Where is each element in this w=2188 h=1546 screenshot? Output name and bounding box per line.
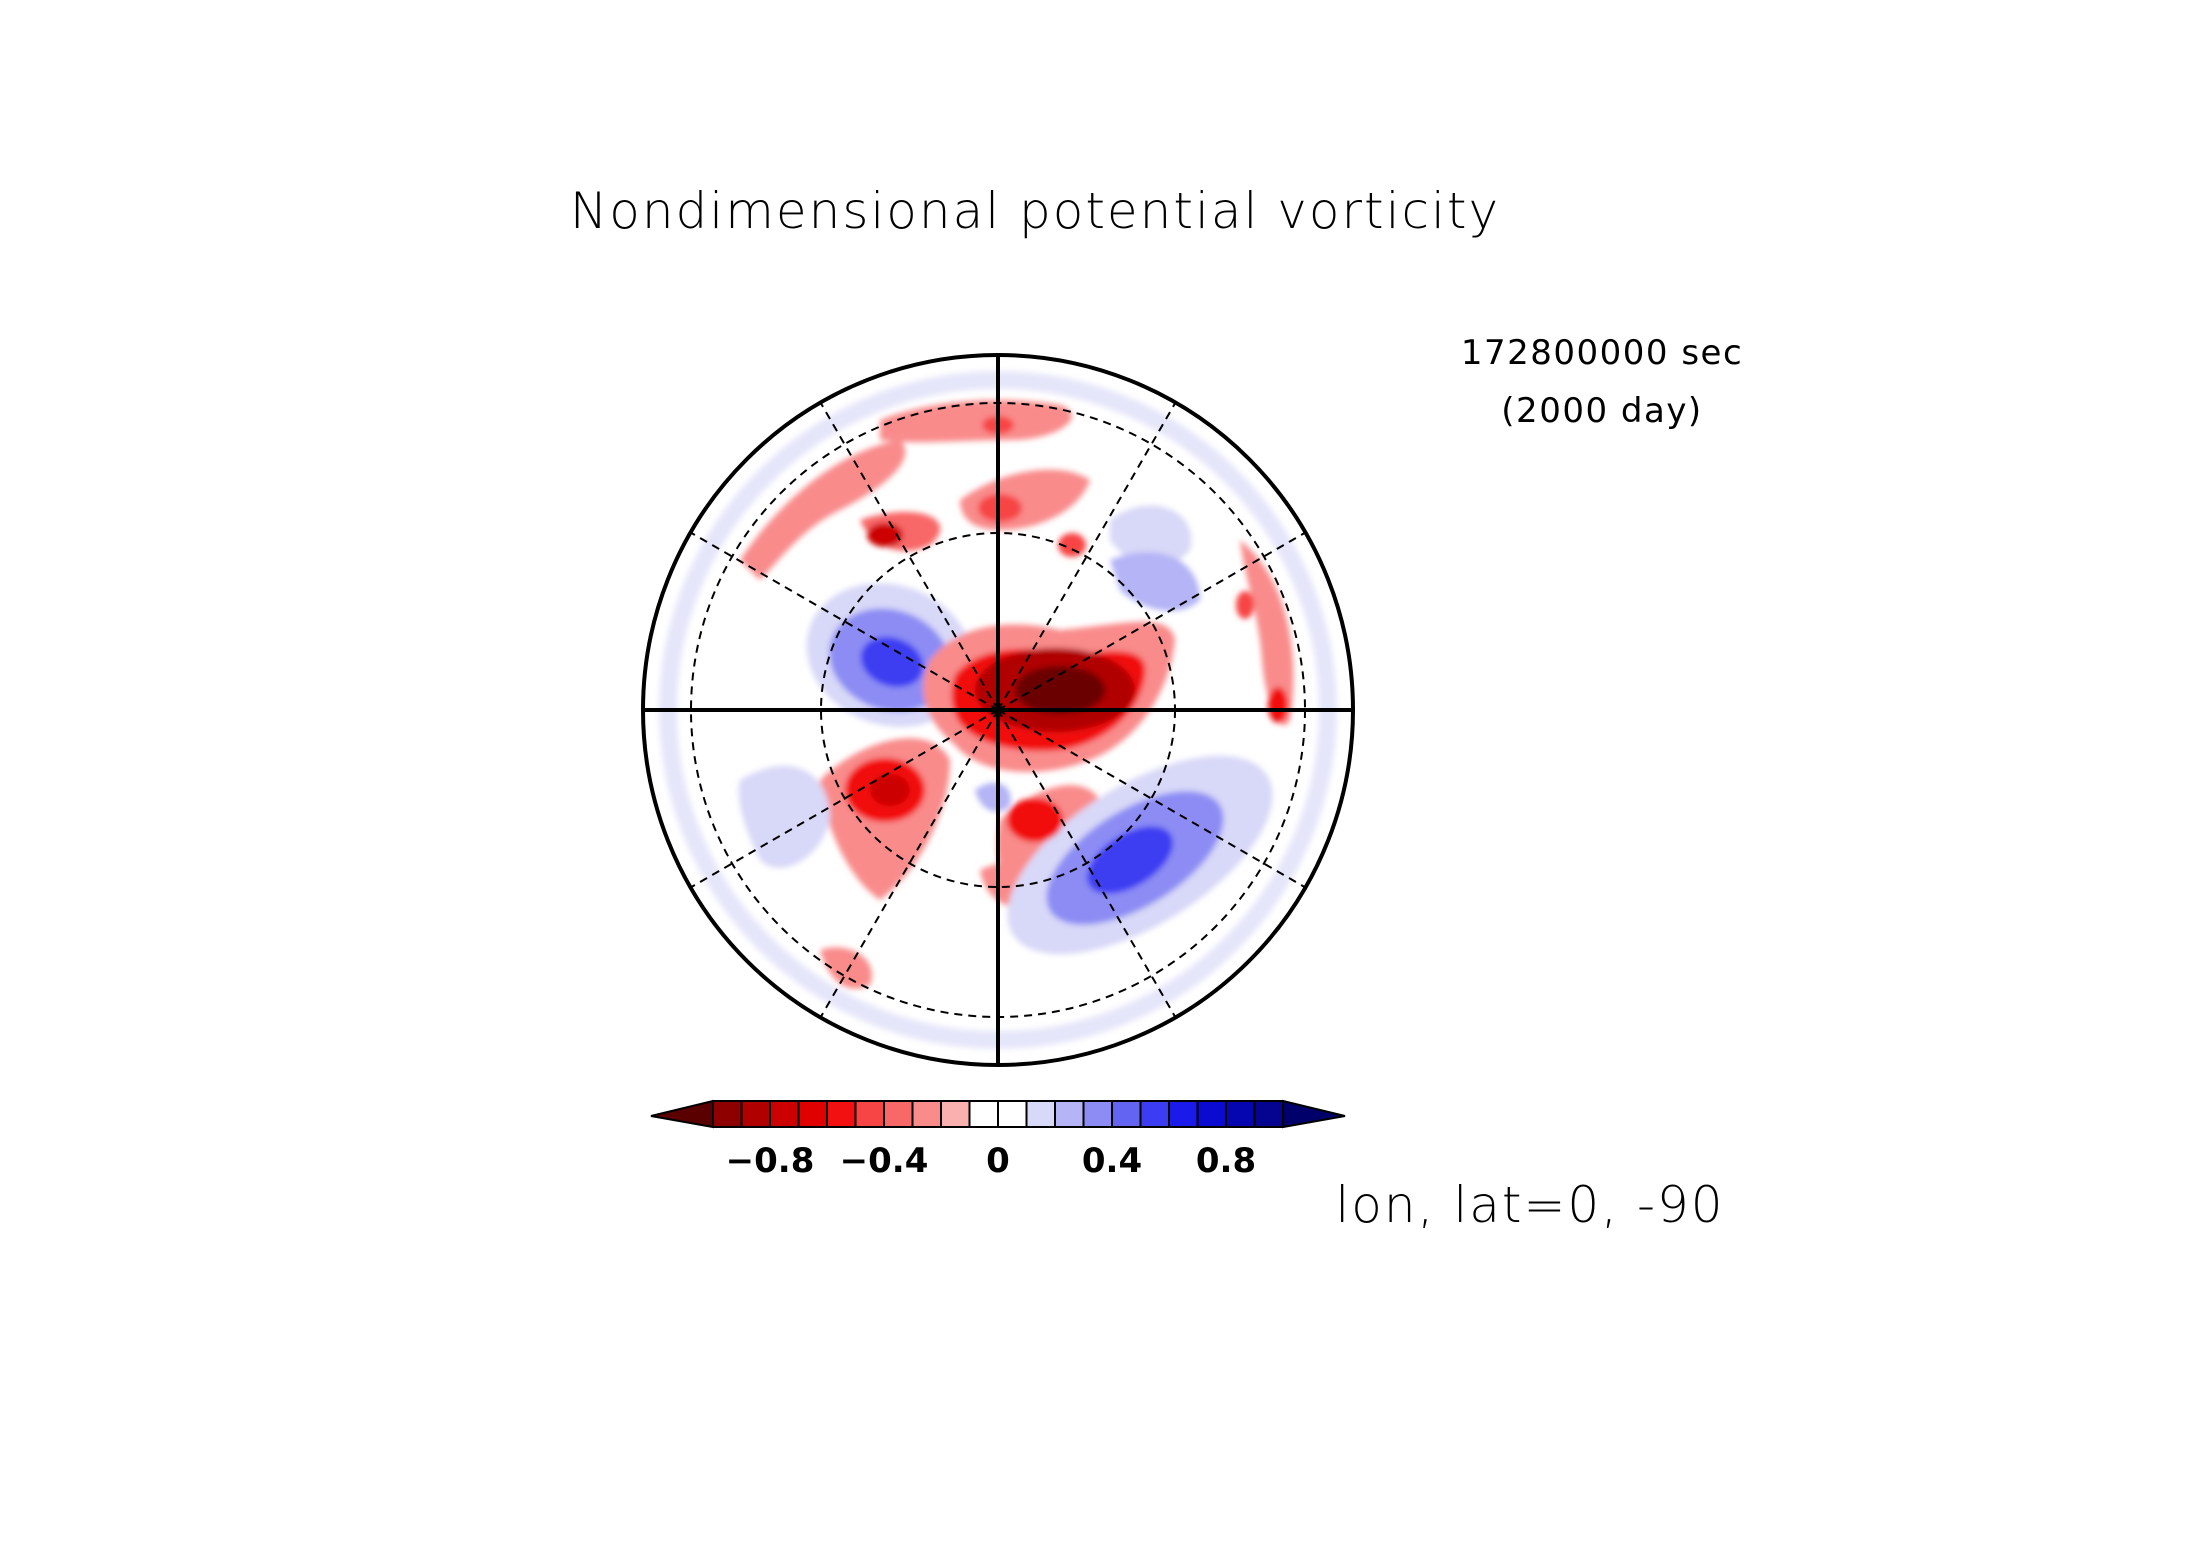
red-patch-bottom-left (820, 947, 872, 989)
meridian-line-150 (690, 531, 999, 711)
meridian-line-60 (997, 402, 1177, 711)
red-patch-upper (960, 469, 1090, 530)
blue-patch-left (738, 765, 830, 868)
colorbar-tick-label: −0.8 (726, 1141, 815, 1181)
colorbar-box (968, 1100, 999, 1128)
chart-title: Nondimensional potential vorticity (570, 182, 1500, 240)
blue-patch-center-small (975, 782, 1011, 812)
axis-label: lon, lat=0, -90 (1335, 1176, 1724, 1234)
time-label: 172800000 sec (1461, 333, 1743, 373)
colorbar-tick-labels: −0.8 −0.4 0 0.4 0.8 (726, 1141, 1256, 1181)
red-max-right-upper (1058, 533, 1086, 557)
colorbar-box (1082, 1100, 1113, 1128)
meridian-line-300 (997, 709, 1177, 1018)
colorbar-box (854, 1100, 885, 1128)
colorbar-box (883, 1100, 914, 1128)
colorbar-box (1025, 1100, 1056, 1128)
colorbar-tick-label: 0 (986, 1141, 1010, 1181)
colorbar-box (1168, 1100, 1199, 1128)
colorbar-box (769, 1100, 800, 1128)
colorbar-box (911, 1100, 942, 1128)
red-max-right-2 (1236, 591, 1254, 619)
colorbar-over-triangle (1282, 1099, 1346, 1129)
colorbar-tick-label: 0.4 (1082, 1141, 1142, 1181)
colorbar-box (1225, 1100, 1256, 1128)
red-max-top-1 (867, 523, 903, 547)
meridian-line-240 (819, 709, 999, 1018)
red-max-left-2 (870, 774, 910, 806)
colorbar-box (740, 1100, 771, 1128)
blue-lobe-lr-3 (1087, 826, 1173, 894)
red-core-peak (1015, 666, 1105, 714)
red-patch-top-left (740, 440, 906, 580)
colorbar-box (797, 1100, 828, 1128)
vorticity-field (659, 371, 1337, 1049)
colorbar-under-triangle (650, 1099, 714, 1129)
colorbar-box (1139, 1100, 1170, 1128)
colorbar-box (1196, 1100, 1227, 1128)
red-patch-right-arc (1240, 540, 1294, 726)
colorbar-tick-label: 0.8 (1196, 1141, 1256, 1181)
colorbar-box (940, 1100, 971, 1128)
red-max-lower-1 (1007, 798, 1063, 842)
day-label: (2000 day) (1501, 391, 1702, 431)
meridian-line-330 (997, 709, 1306, 889)
colorbar-tick-label: −0.4 (840, 1141, 929, 1181)
colorbar (650, 1099, 1346, 1129)
blue-lobe-ul-3 (860, 636, 924, 688)
blue-patch-right-top (1110, 505, 1192, 567)
meridian-line-120 (819, 402, 999, 711)
meridian-line-30 (997, 531, 1306, 711)
red-max-right (1268, 687, 1288, 723)
colorbar-box (997, 1100, 1028, 1128)
colorbar-box (1253, 1100, 1284, 1128)
colorbar-box (1054, 1100, 1085, 1128)
colorbar-box (1111, 1100, 1142, 1128)
meridian-line-210 (690, 709, 999, 889)
colorbar-box (712, 1100, 743, 1128)
colorbar-box (826, 1100, 857, 1128)
